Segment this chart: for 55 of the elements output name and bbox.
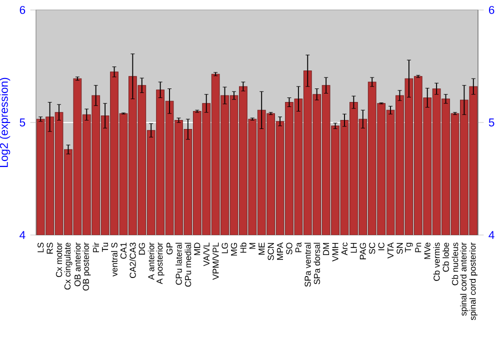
x-tick-label: DG <box>138 242 145 255</box>
x-tick-label: Pir <box>92 242 99 252</box>
x-tick-label: VMH <box>332 243 338 262</box>
y2-tick-label: 6 <box>488 6 494 14</box>
x-tick-label: CA1 <box>120 242 127 259</box>
x-tick-label: IC <box>378 242 384 250</box>
x-tick-label: OB posterior <box>82 242 91 291</box>
x-tick-label: SCN <box>268 243 274 260</box>
x-tick-label: ME <box>258 242 265 255</box>
x-tick-label: SC <box>369 242 376 254</box>
y2-tick-label: 5 <box>488 118 494 126</box>
y2-tick-label: 4 <box>488 231 494 239</box>
x-tick-label: Cb nucleus <box>452 242 458 286</box>
y-axis-title: Log2 (expression) <box>0 78 10 167</box>
x-tick-label: PAG <box>360 242 366 260</box>
x-tick-label: spinal cord posterior <box>469 242 478 320</box>
x-tick-label: RS <box>46 242 53 254</box>
x-tick-label: Tg <box>405 242 413 252</box>
x-tick-label: MPA <box>277 242 283 260</box>
x-tick-label: Cb lobe <box>442 242 449 272</box>
x-tick-label: Pn <box>415 242 422 252</box>
x-tick-label: SPa dorsal <box>314 242 320 284</box>
x-tick-label: A anterior <box>148 242 154 280</box>
x-tick-label: GP <box>166 242 173 254</box>
x-tick-label: Cb vermis <box>433 242 440 281</box>
x-tick-label: LS <box>38 242 44 252</box>
x-tick-label: LG <box>222 242 228 254</box>
x-tick-label: SPa ventral <box>304 242 311 287</box>
y-tick-label: 5 <box>20 118 26 126</box>
y-tick-label: 6 <box>20 6 26 14</box>
x-tick-label: CPu lateral <box>176 242 182 285</box>
x-tick-label: CA2/CA3 <box>130 242 136 278</box>
x-tick-label: DM <box>323 243 330 256</box>
x-tick-label: M <box>249 243 256 249</box>
x-tick-label: VTA <box>388 242 394 258</box>
x-tick-label: Pa <box>295 242 302 252</box>
x-tick-label: Cx motor <box>56 242 62 278</box>
x-tick-label: spinal cord anterior <box>460 242 468 316</box>
x-tick-label: Cx cingulate <box>64 242 72 290</box>
y-tick-label: 4 <box>20 231 26 239</box>
x-tick-label: MD <box>194 242 200 256</box>
x-tick-label: A posterior <box>156 242 164 284</box>
x-tick-label: SO <box>286 242 292 254</box>
x-tick-label: OB anterior <box>74 242 81 286</box>
x-tick-label: VA/VL <box>203 242 210 266</box>
x-tick-label: Hb <box>240 242 246 253</box>
x-tick-label: MVe <box>424 242 430 259</box>
x-tick-label: VPM/VPL <box>212 242 219 280</box>
x-tick-label: CPu medial <box>184 242 192 287</box>
x-tick-label: MG <box>230 242 238 256</box>
x-tick-label: SN <box>396 243 403 254</box>
x-tick-label: ventral S <box>111 242 118 276</box>
x-tick-label: Tu <box>102 242 108 252</box>
x-tick-label: LH <box>350 243 357 253</box>
x-tick-label: Arc <box>341 242 348 256</box>
